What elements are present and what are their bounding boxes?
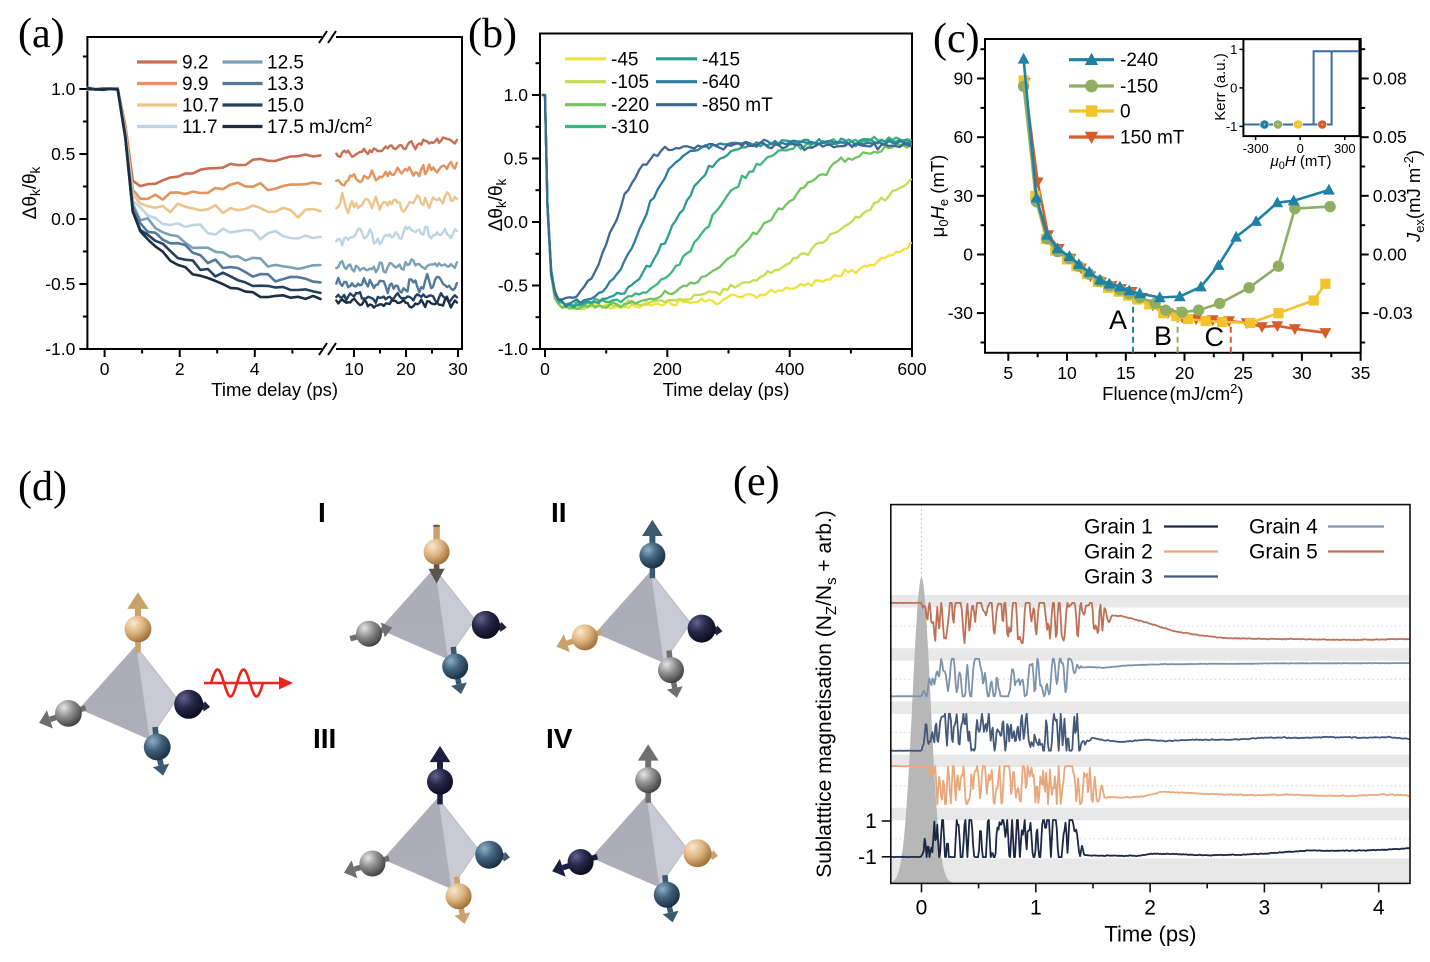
svg-text:-1: -1	[858, 846, 877, 869]
svg-text:-415: -415	[702, 49, 740, 70]
svg-text:-220: -220	[611, 95, 649, 116]
svg-text:10: 10	[1057, 363, 1077, 383]
svg-text:10: 10	[344, 359, 364, 379]
svg-text:Δθk/θk: Δθk/θk	[486, 178, 509, 231]
svg-text:C: C	[1205, 322, 1225, 352]
svg-text:150 mT: 150 mT	[1120, 128, 1185, 149]
svg-text:Δθk/θk: Δθk/θk	[20, 166, 43, 219]
svg-text:Time (ps): Time (ps)	[1104, 921, 1196, 946]
svg-text:Jex(mJ m-2): Jex(mJ m-2)	[1401, 150, 1427, 243]
svg-text:0.5: 0.5	[504, 149, 528, 169]
svg-text:Fluence (mJ/cm2): Fluence (mJ/cm2)	[1102, 381, 1243, 404]
svg-text:300: 300	[1334, 141, 1356, 156]
svg-text:-105: -105	[611, 72, 649, 93]
svg-text:2: 2	[1144, 896, 1156, 919]
svg-text:30: 30	[1292, 363, 1312, 383]
svg-text:0.03: 0.03	[1373, 186, 1407, 206]
svg-text:600: 600	[897, 359, 926, 379]
svg-text:30: 30	[954, 186, 974, 206]
svg-text:1.0: 1.0	[504, 85, 529, 105]
svg-text:0: 0	[916, 896, 928, 919]
svg-text:35: 35	[1351, 363, 1370, 383]
svg-text:-1: -1	[1226, 119, 1238, 134]
svg-text:-0.5: -0.5	[498, 276, 528, 296]
svg-text:B: B	[1154, 321, 1172, 351]
svg-text:Grain 4: Grain 4	[1249, 516, 1318, 539]
svg-text:0: 0	[1297, 141, 1304, 156]
svg-text:0: 0	[963, 245, 973, 265]
svg-text:0.0: 0.0	[51, 209, 76, 229]
svg-text:1: 1	[1030, 896, 1042, 919]
svg-text:IV: IV	[546, 723, 573, 754]
svg-text:15: 15	[1116, 363, 1135, 383]
svg-text:9.9: 9.9	[182, 74, 208, 95]
svg-text:-30: -30	[948, 303, 974, 323]
svg-text:-240: -240	[1120, 50, 1158, 71]
svg-text:-45: -45	[611, 49, 638, 70]
svg-text:20: 20	[1175, 363, 1195, 383]
svg-text:-310: -310	[611, 117, 649, 138]
svg-text:11.7: 11.7	[182, 117, 218, 138]
svg-text:I: I	[318, 497, 326, 528]
svg-text:(b): (b)	[468, 11, 517, 57]
svg-text:A: A	[1109, 305, 1127, 335]
svg-text:μ0H (mT): μ0H (mT)	[1269, 153, 1331, 172]
svg-text:II: II	[551, 497, 567, 528]
svg-text:0: 0	[540, 359, 550, 379]
svg-text:3: 3	[1259, 896, 1271, 919]
svg-text:0.5: 0.5	[51, 144, 75, 164]
svg-text:0.08: 0.08	[1373, 69, 1407, 89]
svg-text:20: 20	[396, 359, 416, 379]
svg-text:-0.03: -0.03	[1373, 303, 1413, 323]
svg-text:-850 mT: -850 mT	[702, 95, 773, 116]
svg-text:200: 200	[653, 359, 682, 379]
svg-text:Time delay (ps): Time delay (ps)	[211, 379, 338, 400]
svg-text:10.7: 10.7	[182, 96, 219, 117]
svg-text:Grain 1: Grain 1	[1084, 516, 1153, 539]
svg-text:-1.0: -1.0	[45, 339, 75, 359]
svg-text:25: 25	[1233, 363, 1252, 383]
svg-text:400: 400	[775, 359, 804, 379]
svg-text:1: 1	[865, 810, 877, 833]
svg-text:Grain 3: Grain 3	[1084, 566, 1153, 589]
svg-text:-0.5: -0.5	[45, 274, 75, 294]
svg-text:4: 4	[250, 359, 260, 379]
svg-text:-300: -300	[1243, 141, 1269, 156]
svg-text:-1.0: -1.0	[498, 339, 528, 359]
svg-text:90: 90	[954, 69, 974, 89]
svg-text:5: 5	[1003, 363, 1013, 383]
svg-text:1.0: 1.0	[51, 79, 76, 99]
svg-text:15.0: 15.0	[267, 96, 304, 117]
svg-text:4: 4	[1373, 896, 1385, 919]
svg-text:III: III	[313, 723, 336, 754]
svg-text:Sublatttice magnetisation (NZ/: Sublatttice magnetisation (NZ/Ns + arb.)	[813, 510, 840, 877]
svg-text:mJ/cm2: mJ/cm2	[309, 114, 372, 138]
svg-text:0: 0	[1230, 80, 1237, 95]
svg-text:0: 0	[100, 359, 110, 379]
svg-text:0.0: 0.0	[504, 212, 529, 232]
svg-text:Grain 5: Grain 5	[1249, 541, 1318, 564]
svg-text:17.5: 17.5	[267, 117, 304, 138]
svg-text:60: 60	[954, 127, 974, 147]
svg-text:0.05: 0.05	[1373, 127, 1407, 147]
svg-text:0.00: 0.00	[1373, 245, 1407, 265]
svg-text:12.5: 12.5	[267, 53, 304, 74]
svg-text:(a): (a)	[18, 11, 65, 57]
svg-text:(c): (c)	[933, 16, 980, 62]
svg-text:(e): (e)	[733, 459, 780, 505]
svg-text:1: 1	[1230, 42, 1237, 57]
svg-text:9.2: 9.2	[182, 53, 208, 74]
svg-text:Grain 2: Grain 2	[1084, 541, 1153, 564]
svg-text:2: 2	[175, 359, 185, 379]
svg-text:0: 0	[1120, 102, 1131, 123]
svg-text:-640: -640	[702, 72, 740, 93]
svg-text:(d): (d)	[18, 464, 67, 510]
svg-text:-150: -150	[1120, 77, 1158, 98]
svg-text:13.3: 13.3	[267, 74, 304, 95]
svg-text:Time delay (ps): Time delay (ps)	[663, 379, 790, 400]
svg-text:Kerr (a.u.): Kerr (a.u.)	[1212, 53, 1229, 121]
svg-text:30: 30	[448, 359, 468, 379]
